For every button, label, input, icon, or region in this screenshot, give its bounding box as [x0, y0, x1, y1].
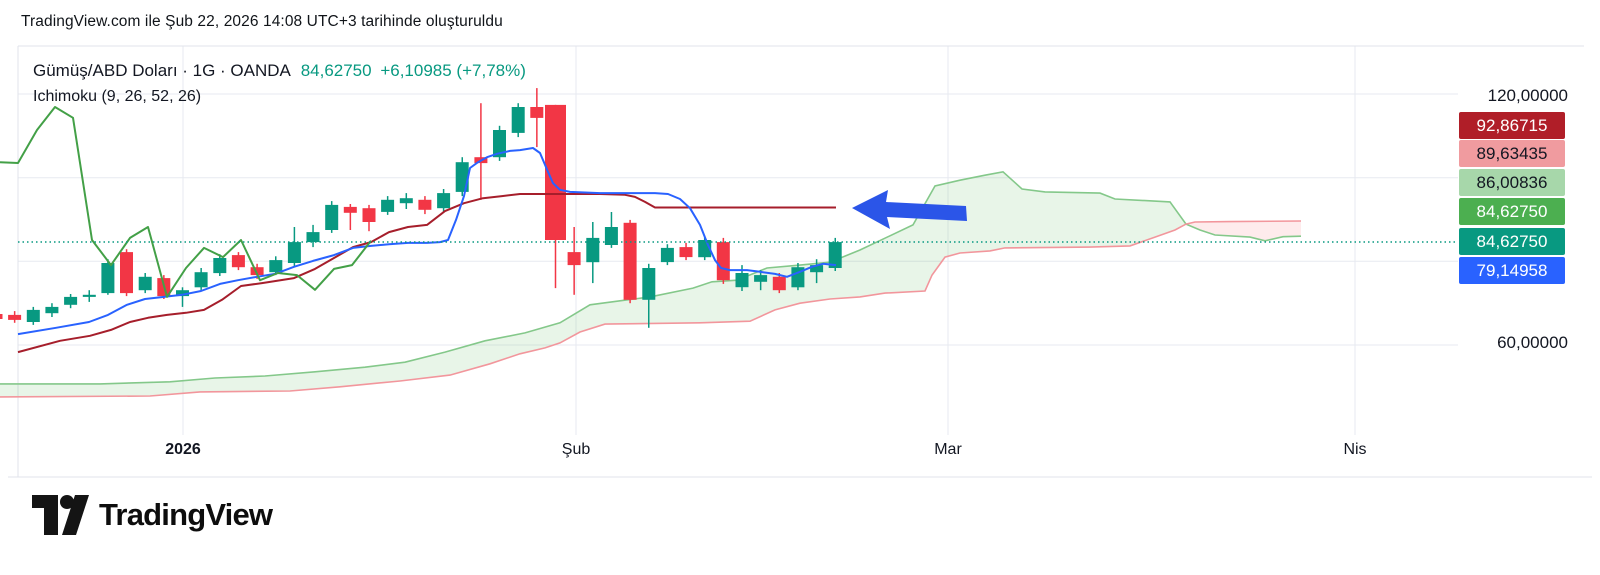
candle-body — [101, 263, 115, 294]
annotation-arrow-left — [852, 190, 967, 229]
candle-body — [623, 222, 637, 300]
ichimoku-cloud-red-fill — [1186, 221, 1301, 241]
time-axis-label-şub: Şub — [561, 441, 591, 458]
time-axis-label-2026: 2026 — [165, 441, 201, 458]
tradingview-logo[interactable]: TradingView — [32, 494, 273, 536]
candle-body — [82, 294, 96, 297]
candle-body — [176, 290, 189, 297]
candle-body — [381, 199, 395, 212]
candle-body — [511, 107, 525, 133]
candle-body — [26, 309, 40, 322]
tradingview-logo-icon — [32, 495, 89, 535]
candle-body — [325, 204, 339, 230]
candle-body — [8, 314, 22, 320]
candle-body — [772, 276, 786, 291]
last-price-label: 84,62750 — [1459, 227, 1565, 255]
price-change-value: +6,10985 (+7,78%) — [380, 61, 526, 80]
candle-body — [545, 104, 566, 241]
candle-body — [437, 193, 451, 209]
candle-body — [120, 252, 133, 294]
candle-body — [138, 276, 152, 291]
candle-body — [735, 273, 749, 288]
candle-body — [418, 199, 432, 210]
last-price-value: 84,62750 — [300, 61, 372, 80]
candle-body — [530, 107, 544, 118]
symbol-title[interactable]: Gümüş/ABD Doları · 1G · OANDA — [33, 61, 290, 80]
time-axis-label-nis: Nis — [1343, 441, 1367, 458]
candle-body — [828, 242, 842, 268]
candle-body — [0, 314, 3, 319]
candle-body — [231, 255, 245, 268]
senkou-b-price-label: 89,63435 — [1459, 140, 1565, 167]
candle-body — [604, 227, 618, 245]
kijun-price-label: 92,86715 — [1459, 111, 1565, 139]
ichimoku-cloud-green-fill — [0, 171, 1186, 397]
tradingview-logo-text: TradingView — [99, 497, 273, 532]
tenkan-price-label: 79,14958 — [1459, 257, 1565, 284]
senkou-b-line — [0, 220, 1302, 398]
candle-body — [213, 258, 227, 274]
candle-body — [306, 232, 320, 243]
price-scale-label: 120,00000 — [1487, 86, 1568, 105]
candle-body — [194, 272, 208, 288]
candle-body — [642, 268, 656, 300]
candle-body — [660, 247, 674, 263]
senkou-a-price-label: 86,00836 — [1459, 168, 1565, 196]
candle-body — [64, 296, 78, 305]
candle-body — [269, 260, 283, 273]
chart-header: Gümüş/ABD Doları · 1G · OANDA 84,62750 +… — [33, 61, 526, 106]
kijun-line — [17, 193, 836, 354]
candle-body — [679, 247, 693, 258]
candle-body — [250, 267, 264, 276]
candle-body — [399, 198, 413, 204]
price-scale-label: 60,00000 — [1497, 333, 1568, 352]
candle-body — [754, 275, 768, 282]
chikou-price-label: 84,62750 — [1459, 198, 1565, 225]
candle-body — [45, 306, 59, 314]
candle-body — [455, 162, 469, 192]
tenkan-line — [17, 147, 837, 336]
candle-body — [716, 242, 730, 281]
candle-body — [343, 206, 357, 213]
candle-body — [362, 208, 376, 222]
candle-body — [810, 265, 824, 273]
time-axis-label-mar: Mar — [934, 441, 962, 458]
candle-body — [493, 130, 506, 158]
attribution-text: TradingView.com ile Şub 22, 2026 14:08 U… — [21, 13, 503, 30]
candle-body — [567, 252, 581, 266]
candle-body — [586, 237, 600, 263]
chikou-line — [0, 106, 372, 298]
candle-body — [287, 242, 301, 263]
indicator-label[interactable]: Ichimoku (9, 26, 52, 26) — [33, 88, 202, 105]
